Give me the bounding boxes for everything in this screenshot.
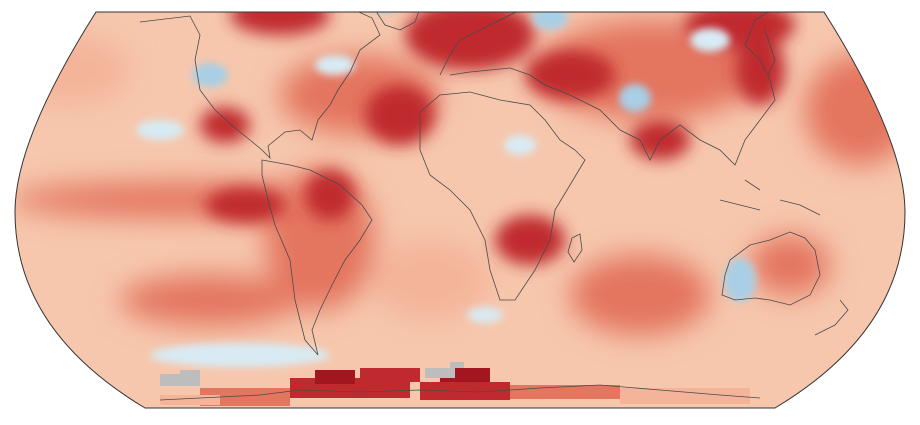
southern-africa-hot	[495, 215, 565, 265]
africa-coast	[419, 91, 586, 301]
mexico-hot	[200, 107, 250, 143]
australia-coast	[721, 231, 821, 306]
antarctica-coast	[159, 384, 761, 401]
indian-ocean-warm	[570, 255, 710, 335]
middle-east-hot	[525, 50, 615, 100]
north-pacific-warm	[805, 55, 905, 165]
asia-coast	[544, 12, 781, 166]
new-zealand-coast	[814, 299, 849, 336]
east-pacific-cool	[136, 120, 184, 140]
antarctic-anomalies	[160, 362, 750, 406]
cool-anomalies	[136, 12, 756, 367]
madagascar-coast	[567, 233, 583, 263]
north-pacific-cool	[192, 63, 228, 87]
el-nino-hot	[205, 187, 285, 223]
coastlines	[139, 12, 849, 401]
sahara-cool	[504, 135, 536, 155]
south-america-coast	[261, 159, 373, 356]
south-pacific-warm	[120, 275, 300, 325]
hudson-cool	[315, 55, 355, 75]
brazil-hot	[305, 170, 355, 220]
central-asia-cool	[619, 84, 651, 112]
west-australia-cool	[724, 258, 756, 302]
greenland-cool	[371, 12, 399, 13]
globe-outline	[14, 11, 906, 409]
japan-coast	[764, 29, 776, 76]
antarctic-coast-cool	[150, 343, 330, 367]
europe-coast	[439, 12, 546, 86]
south-indian-cool	[467, 307, 503, 323]
australia-warm	[750, 235, 830, 295]
west-pacific-warm	[15, 35, 130, 105]
canada-hot	[230, 12, 330, 35]
north-america-coast	[139, 12, 381, 160]
north-africa-hot	[365, 85, 435, 145]
indonesia-coast	[719, 179, 821, 216]
greenland-coast	[371, 12, 421, 31]
east-asia-hot	[735, 35, 785, 105]
south-atlantic-warm	[370, 240, 490, 320]
west-asia-cool	[690, 28, 730, 52]
scandinavia-cool	[532, 12, 568, 30]
